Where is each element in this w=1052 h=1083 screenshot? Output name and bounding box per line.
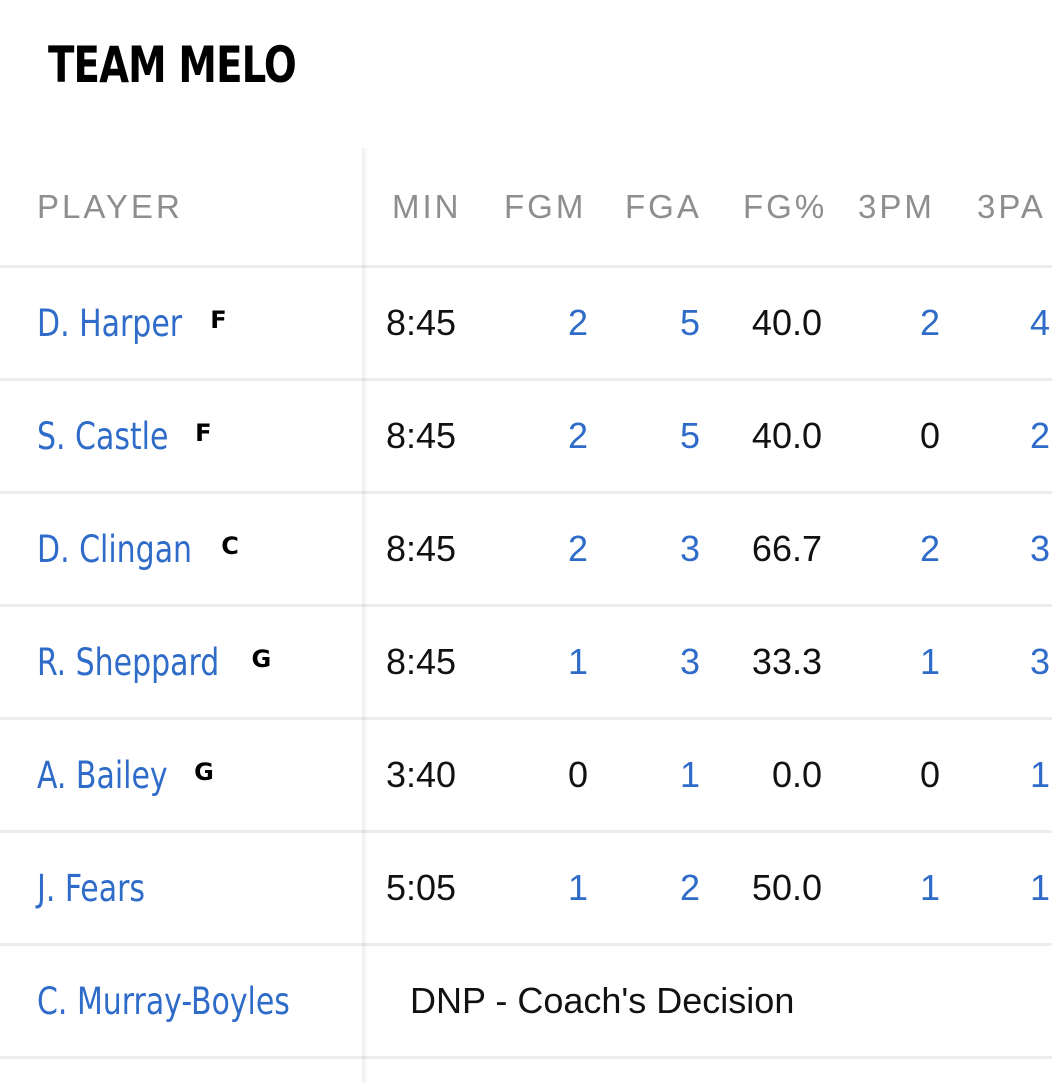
player-cell: C. Murray-Boyles: [37, 946, 318, 1056]
player-cell: D. Clingan C: [37, 494, 239, 604]
tpa-cell[interactable]: 2: [1029, 415, 1050, 456]
header-player[interactable]: PLAYER: [37, 187, 183, 225]
fgm-cell: 0: [567, 754, 588, 795]
tpa-cell[interactable]: 1: [1029, 867, 1050, 908]
dnp-status: DNP - Coach's Decision: [410, 980, 795, 1021]
tpa-cell[interactable]: 4: [1029, 302, 1050, 343]
player-cell: S. Castle F: [37, 381, 211, 491]
table-row-dnp: C. Murray-Boyles DNP - Coach's Decision: [0, 946, 1052, 1059]
fgpct-cell: 33.3: [751, 641, 822, 682]
fgm-cell[interactable]: 2: [567, 528, 588, 569]
player-cell: D. Harper F: [37, 268, 227, 378]
frozen-column-divider: [362, 148, 368, 1083]
fgm-cell[interactable]: 2: [567, 302, 588, 343]
fgpct-cell: 40.0: [751, 302, 822, 343]
fga-cell[interactable]: 5: [679, 302, 700, 343]
player-cell: R. Sheppard G: [37, 607, 271, 717]
tpm-cell[interactable]: 1: [919, 867, 940, 908]
header-fga[interactable]: FGA: [625, 187, 702, 225]
table-header-row: PLAYER MIN FGM FGA FG% 3PM 3PA: [0, 148, 1052, 268]
header-min[interactable]: MIN: [392, 187, 462, 225]
tpm-cell: 0: [919, 754, 940, 795]
player-cell: J. Fears: [37, 833, 157, 943]
table-row: S. Castle F 8:45 2 5 40.0 0 2: [0, 381, 1052, 494]
player-position: G: [251, 645, 272, 673]
player-name-link[interactable]: R. Sheppard: [37, 640, 220, 684]
fga-cell[interactable]: 2: [679, 867, 700, 908]
fgpct-cell: 66.7: [751, 528, 822, 569]
tpm-cell[interactable]: 2: [919, 302, 940, 343]
box-score-table: PLAYER MIN FGM FGA FG% 3PM 3PA D. Harper…: [0, 148, 1052, 1083]
player-name-link[interactable]: A. Bailey: [37, 753, 168, 797]
header-3pa[interactable]: 3PA: [977, 187, 1046, 225]
fga-cell[interactable]: 3: [679, 641, 700, 682]
player-position: G: [194, 758, 214, 786]
player-position: C: [221, 532, 239, 560]
minutes-cell: 3:40: [386, 754, 457, 795]
fgm-cell[interactable]: 1: [567, 641, 588, 682]
player-name-link[interactable]: D. Harper: [37, 301, 183, 345]
player-name-link[interactable]: C. Murray-Boyles: [37, 979, 290, 1023]
tpm-cell: 0: [919, 415, 940, 456]
player-name-link[interactable]: S. Castle: [37, 414, 169, 458]
team-title: TEAM MELO: [48, 36, 297, 94]
header-fgpct[interactable]: FG%: [743, 187, 828, 225]
table-row: R. Sheppard G 8:45 1 3 33.3 1 3: [0, 607, 1052, 720]
tpa-cell[interactable]: 3: [1029, 641, 1050, 682]
minutes-cell: 8:45: [386, 302, 457, 343]
header-3pm[interactable]: 3PM: [858, 187, 935, 225]
minutes-cell: 8:45: [386, 641, 457, 682]
table-row: D. Harper F 8:45 2 5 40.0 2 4: [0, 268, 1052, 381]
table-row: D. Clingan C 8:45 2 3 66.7 2 3: [0, 494, 1052, 607]
header-fgm[interactable]: FGM: [504, 187, 587, 225]
fgpct-cell: 0.0: [771, 754, 822, 795]
player-name-link[interactable]: J. Fears: [37, 866, 145, 910]
minutes-cell: 8:45: [386, 415, 457, 456]
fgpct-cell: 50.0: [751, 867, 822, 908]
minutes-cell: 8:45: [386, 528, 457, 569]
tpa-cell[interactable]: 1: [1029, 754, 1050, 795]
player-position: F: [195, 419, 212, 447]
fgm-cell[interactable]: 1: [567, 867, 588, 908]
fga-cell[interactable]: 1: [679, 754, 700, 795]
tpm-cell[interactable]: 2: [919, 528, 940, 569]
player-name-link[interactable]: D. Clingan: [37, 527, 193, 571]
player-cell: A. Bailey G: [37, 720, 214, 830]
fga-cell[interactable]: 5: [679, 415, 700, 456]
tpa-cell[interactable]: 3: [1029, 528, 1050, 569]
table-row: A. Bailey G 3:40 0 1 0.0 0 1: [0, 720, 1052, 833]
player-position: F: [210, 306, 227, 334]
table-row: J. Fears 5:05 1 2 50.0 1 1: [0, 833, 1052, 946]
tpm-cell[interactable]: 1: [919, 641, 940, 682]
fgpct-cell: 40.0: [751, 415, 822, 456]
fga-cell[interactable]: 3: [679, 528, 700, 569]
minutes-cell: 5:05: [386, 867, 457, 908]
fgm-cell[interactable]: 2: [567, 415, 588, 456]
